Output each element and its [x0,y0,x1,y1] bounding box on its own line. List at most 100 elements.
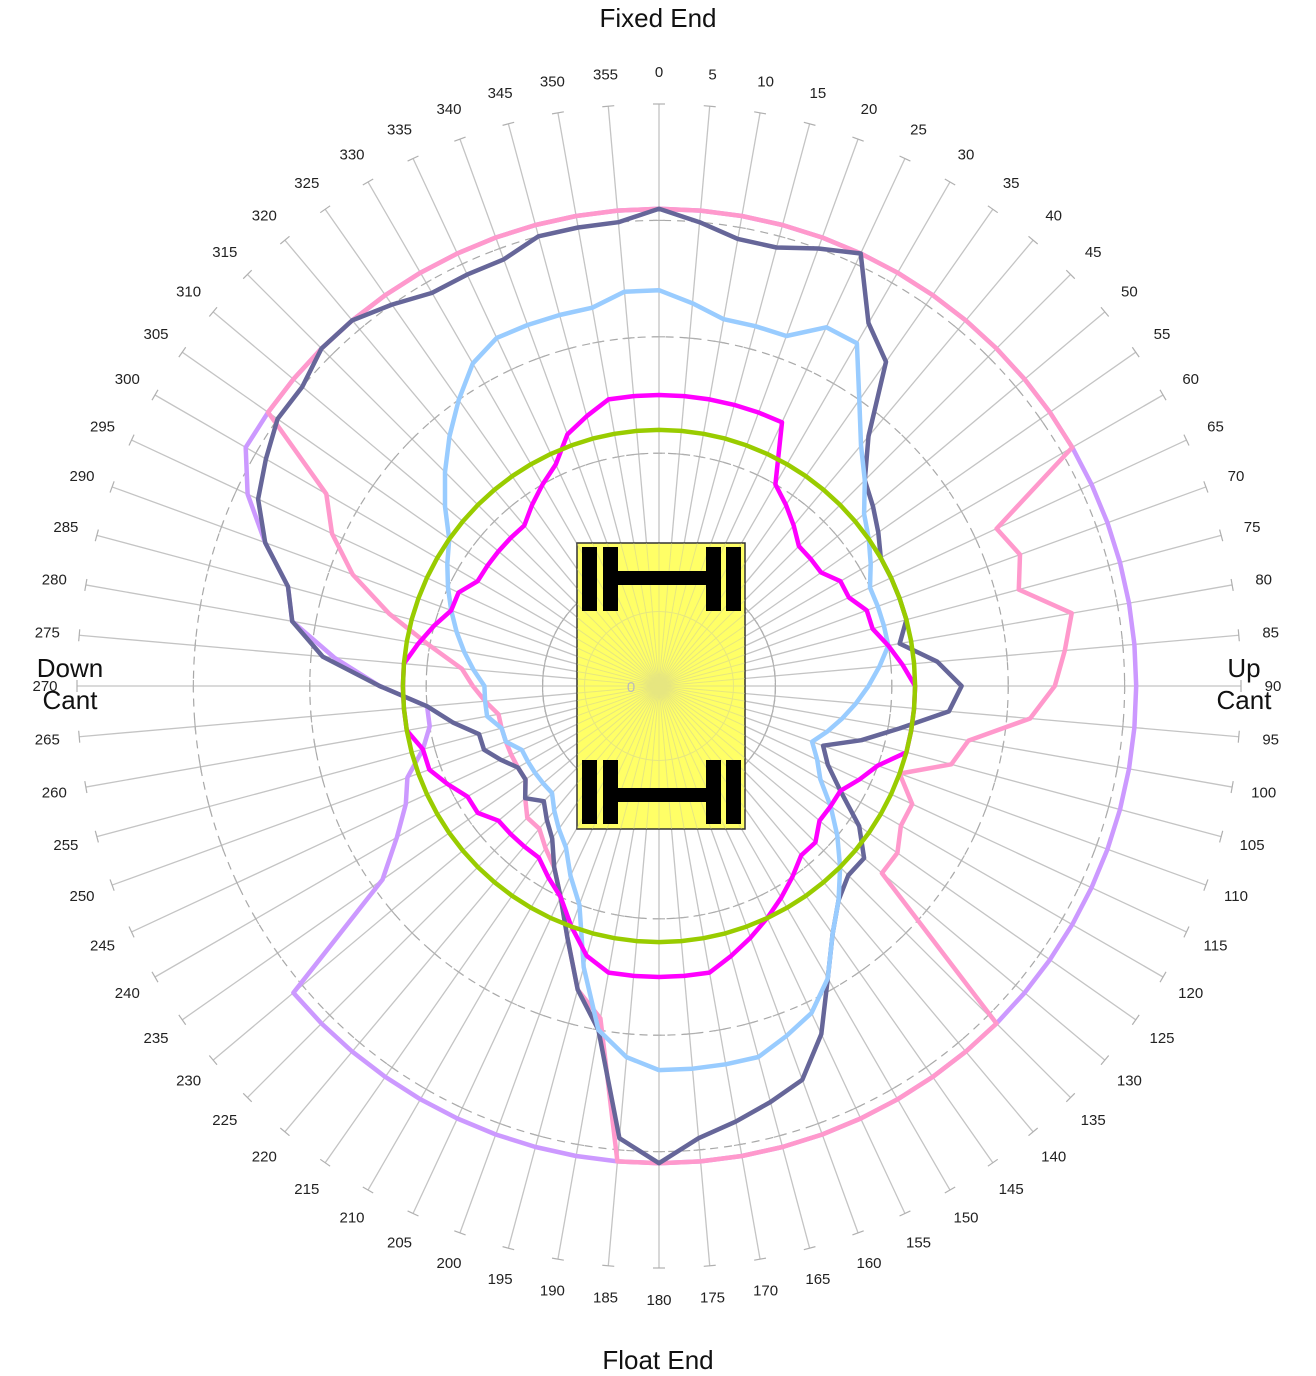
angle-label: 60 [1182,371,1199,388]
axis-tick [1093,520,1100,533]
axis-tick [800,366,813,373]
angle-label: 185 [593,1290,618,1307]
axis-spoke [658,486,1207,687]
axis-tick [1036,947,1045,959]
axis-tick [319,205,331,214]
angle-label: 150 [953,1210,978,1227]
axis-tick [353,855,361,867]
axis-tick [901,434,911,444]
axis-tick [178,346,187,358]
axis-tick [328,560,334,573]
axis-tick [1065,269,1076,280]
axis-tick [464,547,473,558]
axis-tick [1065,1092,1076,1103]
angle-label: 265 [35,732,60,749]
axis-tick [310,710,313,723]
axis-tick [339,827,346,840]
vehicle-icon [576,542,746,830]
angle-label: 165 [805,1271,830,1288]
axis-tick [1159,971,1167,983]
axis-tick [850,260,862,268]
angle-label: 220 [252,1148,277,1165]
axis-tick [1219,529,1224,542]
axis-tick [771,659,776,672]
axis-tick [941,881,949,892]
angle-label: 5 [708,66,716,83]
axis-tick [756,622,764,634]
axis-spoke [658,685,1233,788]
angle-label: 245 [90,938,115,955]
axis-tick [554,622,562,634]
axis-spoke [658,685,1207,886]
angle-label: 40 [1045,208,1062,225]
angle-label: 270 [32,678,57,695]
angle-label: 250 [69,888,94,905]
angle-label: 85 [1262,625,1279,642]
axis-tick [703,105,716,108]
axis-tick [899,155,911,162]
angle-label: 315 [212,244,237,261]
axis-tick [773,234,786,239]
axis-tick [944,1186,956,1194]
axis-tick [328,799,334,812]
axis-tick [218,520,225,533]
axis-tick [550,631,557,643]
axis-tick [109,879,115,891]
axis-tick [362,1186,374,1194]
axis-tick [554,738,562,750]
axis-tick [592,459,605,464]
series-line-4 [442,287,891,1073]
up-cant-line1: Up [1227,653,1261,683]
axis-tick [693,913,706,917]
axis-tick [984,560,990,573]
axis-tick [953,1038,964,1047]
axis-tick [765,640,771,653]
axis-tick [407,155,419,162]
axis-tick [703,1264,716,1267]
angle-label: 10 [757,73,774,90]
angle-label: 160 [856,1255,881,1272]
axis-tick [454,1230,466,1236]
axis-tick [1036,413,1045,425]
axis-tick [812,1120,825,1127]
axis-tick [502,121,515,126]
angle-label: 135 [1081,1112,1106,1129]
axis-tick [387,905,396,916]
axis-tick [765,719,771,732]
axis-tick [673,452,686,456]
axis-tick [878,414,889,423]
axis-spoke [131,439,660,687]
axis-tick [573,464,586,470]
axis-tick [537,884,549,892]
axis-tick [1093,839,1100,852]
angle-label: 235 [143,1030,168,1047]
axis-tick [233,877,241,889]
axis-tick [1183,434,1190,446]
axis-tick [866,778,874,791]
axis-tick [881,740,887,753]
axis-tick [994,770,999,783]
angle-label: 180 [646,1292,671,1309]
axis-tick [550,729,557,741]
axis-tick [208,1055,218,1066]
angle-label: 20 [861,101,878,118]
axis-tick [987,205,999,214]
axis-tick [972,827,979,840]
axis-tick [889,700,893,713]
axis-tick [1203,879,1209,891]
axis-tick [547,719,553,732]
angle-label: 170 [753,1283,778,1300]
axis-tick [541,669,545,682]
axis-tick [632,916,645,920]
axis-tick [957,855,965,867]
axis-tick [713,1028,726,1032]
axis-tick [84,781,88,794]
axis-spoke [111,486,660,687]
axis-tick [151,389,159,401]
axis-tick [899,1210,911,1217]
axis-tick [612,913,625,917]
axis-tick [429,414,440,423]
axis-tick [743,346,756,351]
axis-tick [1115,599,1120,612]
axis-tick [353,505,361,517]
